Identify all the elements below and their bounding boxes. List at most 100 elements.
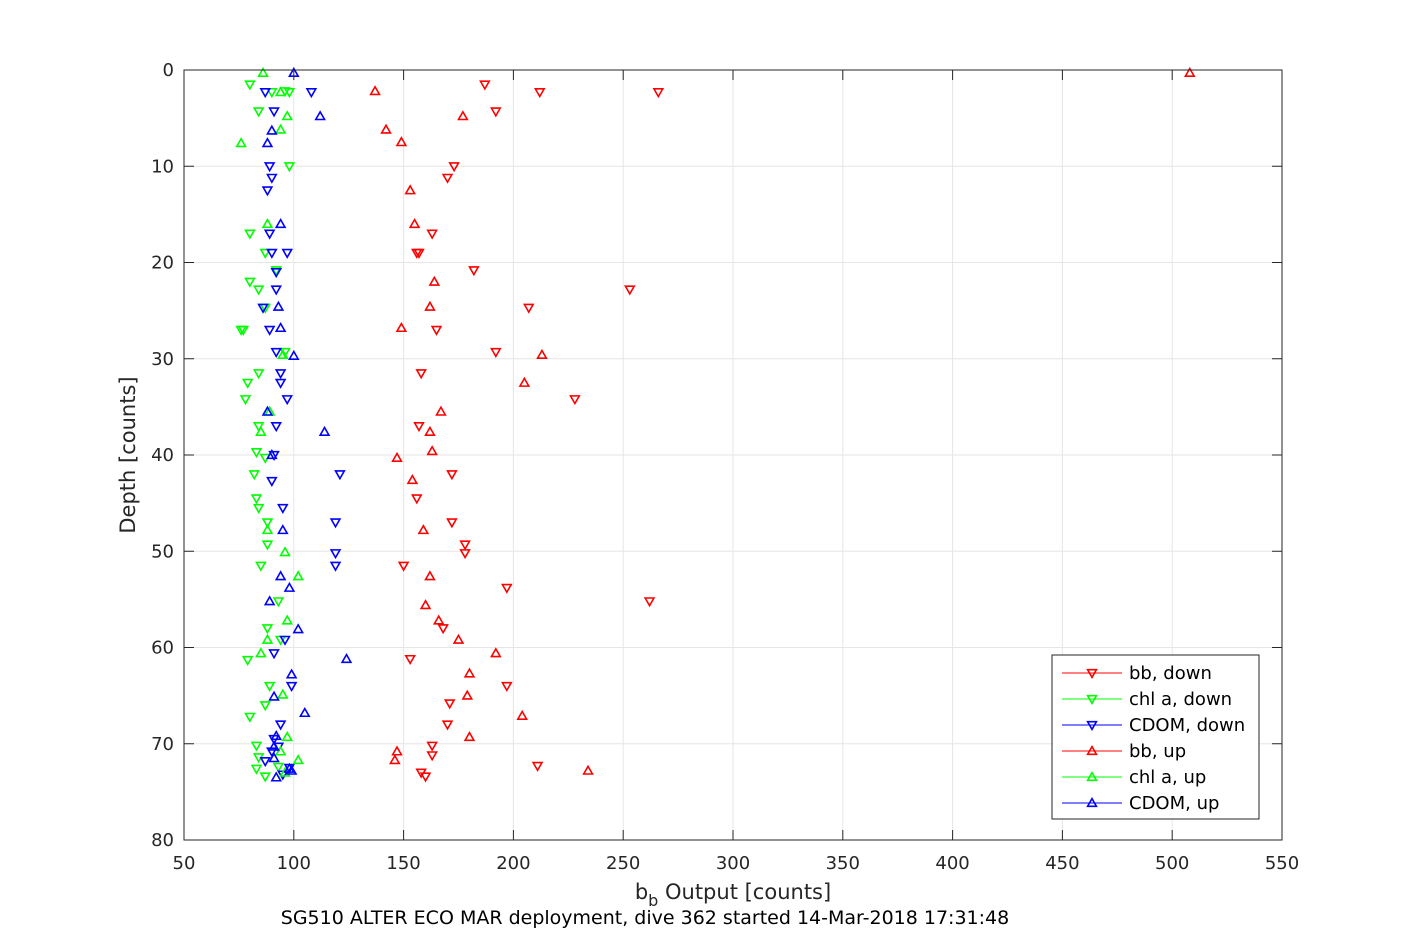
data-point-up	[274, 86, 287, 97]
y-axis-title: Depth [counts]	[116, 376, 140, 533]
data-point-down	[250, 448, 263, 459]
data-point-down	[259, 248, 272, 259]
data-point-down	[569, 395, 581, 406]
data-point-down	[244, 229, 256, 240]
data-point-down	[274, 378, 287, 389]
data-point-down	[261, 624, 274, 635]
x-tick-label: 100	[277, 853, 311, 874]
data-point-up	[518, 376, 531, 387]
x-tick-label: 250	[606, 853, 640, 874]
data-point-down	[268, 450, 280, 462]
data-point-up	[270, 771, 283, 782]
data-point-up	[404, 184, 416, 195]
legend-box	[1051, 654, 1260, 820]
data-point-down	[624, 285, 636, 296]
data-point-down	[266, 476, 278, 487]
data-point-down	[397, 561, 410, 572]
data-point-up	[266, 124, 278, 135]
data-point-down	[270, 422, 283, 433]
legend-marker	[1086, 668, 1098, 680]
data-point-down	[281, 395, 293, 406]
data-point-down	[441, 720, 454, 731]
legend-label: chl a, down	[1129, 689, 1232, 710]
data-point-down	[259, 88, 272, 99]
data-point-down	[252, 503, 265, 514]
data-point-down	[272, 597, 285, 608]
data-point-up	[490, 647, 502, 658]
legend-marker	[1086, 770, 1098, 782]
data-point-down	[490, 107, 502, 118]
x-tick-label: 50	[173, 853, 196, 874]
data-point-down	[283, 88, 296, 99]
data-point-down	[448, 162, 460, 173]
data-point-down	[244, 277, 256, 288]
data-point-down	[274, 369, 287, 380]
data-point-up	[274, 123, 287, 134]
y-tick-label: 50	[151, 541, 174, 562]
data-point-down	[263, 229, 276, 240]
data-point-down	[426, 741, 438, 752]
data-point-down	[266, 248, 278, 259]
data-point-up	[285, 668, 298, 679]
data-point-down	[533, 88, 546, 99]
data-point-up	[261, 217, 274, 229]
data-point-up	[292, 754, 304, 765]
legend-label: CDOM, down	[1129, 715, 1245, 736]
data-point-down	[283, 162, 296, 173]
data-point-up	[395, 136, 408, 147]
data-point-up	[266, 448, 278, 460]
data-point-down	[268, 107, 280, 118]
y-tick-label: 0	[163, 60, 174, 81]
data-point-up	[424, 425, 436, 437]
data-point-down	[252, 369, 265, 380]
data-point-up	[277, 524, 289, 535]
axis-ticks: 50 100 150 200 250 300 350 400 450 500 550 0 10 20 30 4…	[151, 60, 1299, 874]
data-point-down	[329, 549, 342, 560]
x-tick-label: 400	[935, 853, 969, 874]
data-point-up	[274, 570, 287, 581]
data-point-up	[380, 123, 392, 134]
data-point-up	[389, 754, 401, 765]
data-point-down	[257, 303, 269, 314]
data-point-down	[270, 266, 283, 277]
data-point-up	[463, 731, 476, 742]
data-point-up	[435, 405, 447, 416]
data-point-up	[281, 110, 293, 121]
data-point-down	[274, 720, 287, 731]
data-point-down	[404, 654, 416, 666]
data-point-down	[270, 347, 283, 359]
data-point-up	[281, 614, 293, 625]
data-point-up	[255, 647, 267, 658]
data-point-up	[395, 321, 408, 333]
data-point-up	[261, 137, 274, 148]
data-point-down	[479, 80, 491, 91]
data-point-down	[239, 395, 252, 406]
data-point-up	[261, 405, 274, 416]
data-point-up	[285, 764, 298, 775]
data-point-down	[252, 285, 265, 296]
data-point-up	[274, 217, 287, 229]
data-point-down	[250, 741, 263, 752]
data-point-up	[274, 745, 287, 756]
data-point-down	[244, 712, 256, 723]
data-point-down	[443, 699, 456, 710]
data-point-down	[268, 649, 280, 660]
legend-label: bb, up	[1129, 741, 1186, 762]
data-point-up	[277, 348, 289, 360]
data-point-down	[441, 173, 454, 184]
data-point-down	[279, 347, 291, 359]
data-point-down	[250, 764, 263, 775]
data-point-up	[272, 300, 285, 311]
data-point-up	[582, 764, 594, 775]
data-point-up	[457, 110, 469, 121]
data-point-up	[283, 581, 296, 592]
x-axis-title: bb Output [counts]	[635, 880, 831, 910]
data-point-down	[522, 303, 535, 314]
data-point-down	[250, 494, 263, 505]
data-point-down	[446, 518, 458, 529]
data-point-down	[446, 470, 458, 481]
data-point-up	[318, 425, 331, 437]
data-point-up	[419, 599, 432, 610]
data-point-down	[266, 747, 278, 758]
data-point-up	[340, 653, 353, 664]
